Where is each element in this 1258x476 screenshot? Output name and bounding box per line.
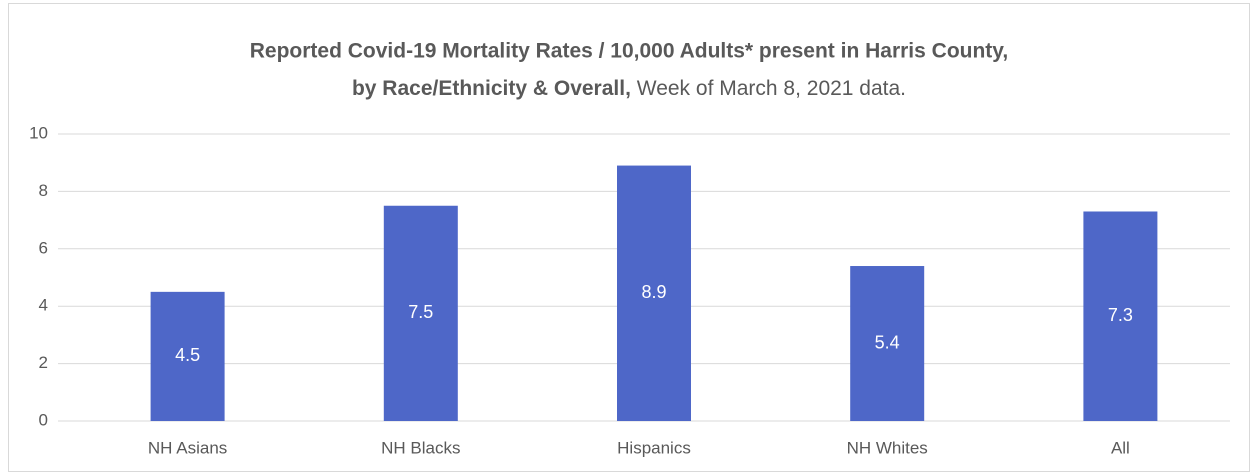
chart-title-bold: by Race/Ethnicity & Overall,: [352, 77, 631, 100]
value-label: 8.9: [641, 282, 666, 302]
y-tick-label: 0: [39, 410, 48, 429]
value-label: 7.3: [1108, 305, 1133, 325]
x-tick-label: All: [1111, 438, 1130, 457]
value-label: 5.4: [875, 332, 900, 352]
bar: [150, 291, 225, 421]
y-tick-label: 8: [39, 181, 48, 200]
chart-title: Reported Covid-19 Mortality Rates / 10,0…: [250, 40, 1009, 63]
x-tick-label: Hispanics: [617, 438, 691, 457]
x-tick-label: NH Whites: [847, 438, 928, 457]
y-tick-label: 2: [39, 353, 48, 372]
y-tick-label: 10: [29, 123, 48, 142]
chart-title: by Race/Ethnicity & Overall, Week of Mar…: [352, 77, 906, 100]
bar: [617, 165, 691, 421]
value-label: 7.5: [408, 302, 433, 322]
bar: [383, 205, 458, 421]
x-tick-label: NH Asians: [148, 438, 227, 457]
bar: [1083, 211, 1158, 421]
bar: [850, 266, 925, 421]
y-tick-label: 4: [39, 296, 48, 315]
x-tick-label: NH Blacks: [381, 438, 460, 457]
y-tick-label: 6: [39, 238, 48, 257]
chart-subtitle: Week of March 8, 2021 data.: [637, 77, 906, 100]
value-label: 4.5: [175, 345, 200, 365]
